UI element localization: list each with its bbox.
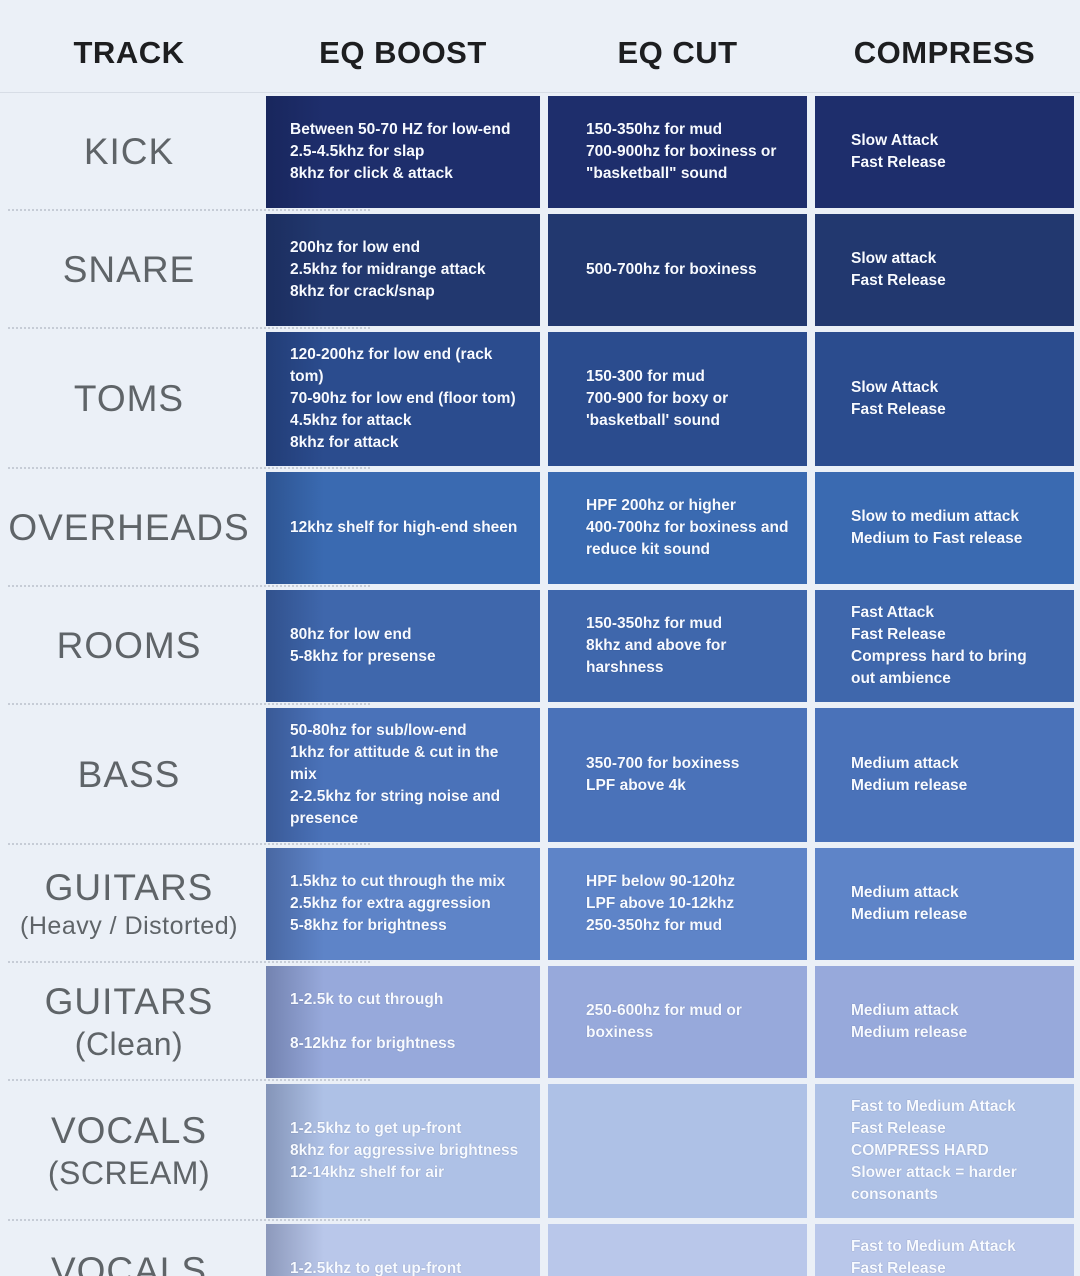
- eq-cut-cell: 150-350hz for mud 700-900hz for boxiness…: [548, 96, 807, 208]
- column-header-compress: COMPRESS: [853, 35, 1036, 70]
- track-cell: OVERHEADS: [0, 467, 370, 584]
- track-label: SNARE: [62, 249, 196, 290]
- table-row: VOCALS (SCREAM) 1-2.5khz to get up-front…: [0, 1079, 1080, 1218]
- eq-boost-cell: 1-2.5khz to get up-front 8khz for aggres…: [266, 1224, 540, 1276]
- eq-cut-cell: HPF below 90-120hz LPF above 10-12khz 25…: [548, 848, 807, 960]
- eq-boost-cell: 120-200hz for low end (rack tom) 70-90hz…: [266, 332, 540, 466]
- eq-boost-cell: 50-80hz for sub/low-end 1khz for attitud…: [266, 708, 540, 842]
- compress-cell: Medium attack Medium release: [815, 966, 1074, 1078]
- track-label: GUITARS: [44, 867, 214, 908]
- compress-cell: Slow Attack Fast Release: [815, 96, 1074, 208]
- eq-boost-cell: 1-2.5k to cut through 8-12khz for bright…: [266, 966, 540, 1078]
- eq-cut-cell: HPF 200hz or higher 400-700hz for boxine…: [548, 472, 807, 584]
- table-row: KICK Between 50-70 HZ for low-end 2.5-4.…: [0, 96, 1080, 208]
- table-row: GUITARS (Clean) 1-2.5k to cut through 8-…: [0, 961, 1080, 1078]
- track-label: GUITARS: [44, 981, 214, 1022]
- track-cell: BASS: [0, 703, 370, 842]
- table-row: GUITARS (Heavy / Distorted) 1.5khz to cu…: [0, 843, 1080, 960]
- track-label: ROOMS: [56, 625, 202, 666]
- track-cell: VOCALS (SCREAM): [0, 1079, 370, 1218]
- track-cell: VOCALS (SING): [0, 1219, 370, 1276]
- track-cell: TOMS: [0, 327, 370, 466]
- eq-cut-cell: 250-600hz for mud or boxiness: [548, 966, 807, 1078]
- track-cell: ROOMS: [0, 585, 370, 702]
- compress-cell: Slow Attack Fast Release: [815, 332, 1074, 466]
- eq-cut-cell: 150-300 for mud 700-900 for boxy or 'bas…: [548, 332, 807, 466]
- table-header: TRACK EQ BOOST EQ CUT COMPRESS: [0, 0, 1080, 93]
- eq-boost-cell: 1.5khz to cut through the mix 2.5khz for…: [266, 848, 540, 960]
- eq-boost-cell: 200hz for low end 2.5khz for midrange at…: [266, 214, 540, 326]
- compress-cell: Medium attack Medium release: [815, 848, 1074, 960]
- table-row: VOCALS (SING) 1-2.5khz to get up-front 8…: [0, 1219, 1080, 1276]
- eq-cut-cell: 350-700 for boxiness LPF above 4k: [548, 708, 807, 842]
- table-body: KICK Between 50-70 HZ for low-end 2.5-4.…: [0, 93, 1080, 1276]
- table-row: ROOMS 80hz for low end 5-8khz for presen…: [0, 585, 1080, 702]
- eq-boost-cell: 12khz shelf for high-end sheen: [266, 472, 540, 584]
- eq-cut-cell: 150-350hz for mud 8khz and above for har…: [548, 590, 807, 702]
- compress-cell: Fast Attack Fast Release Compress hard t…: [815, 590, 1074, 702]
- column-header-eq-cut: EQ CUT: [617, 35, 738, 70]
- track-sublabel: (Heavy / Distorted): [20, 912, 238, 940]
- track-cell: GUITARS (Heavy / Distorted): [0, 843, 370, 960]
- track-sublabel: (Clean): [74, 1026, 184, 1062]
- eq-boost-cell: 1-2.5khz to get up-front 8khz for aggres…: [266, 1084, 540, 1218]
- track-sublabel: (SCREAM): [47, 1155, 211, 1191]
- compress-cell: Slow to medium attack Medium to Fast rel…: [815, 472, 1074, 584]
- track-cell: GUITARS (Clean): [0, 961, 370, 1078]
- eq-cut-cell: [548, 1224, 807, 1276]
- table-row: TOMS 120-200hz for low end (rack tom) 70…: [0, 327, 1080, 466]
- eq-boost-cell: Between 50-70 HZ for low-end 2.5-4.5khz …: [266, 96, 540, 208]
- compress-cell: Fast to Medium Attack Fast Release COMPR…: [815, 1084, 1074, 1218]
- track-label: TOMS: [73, 378, 185, 419]
- track-cell: KICK: [0, 96, 258, 208]
- compress-cell: Medium attack Medium release: [815, 708, 1074, 842]
- track-cell: SNARE: [0, 209, 370, 326]
- table-row: OVERHEADS 12khz shelf for high-end sheen…: [0, 467, 1080, 584]
- eq-boost-cell: 80hz for low end 5-8khz for presense: [266, 590, 540, 702]
- column-header-eq-boost: EQ BOOST: [319, 35, 487, 70]
- track-label: OVERHEADS: [8, 507, 250, 548]
- track-label: VOCALS: [50, 1110, 208, 1151]
- track-label: VOCALS: [50, 1250, 208, 1276]
- column-header-track: TRACK: [73, 35, 185, 70]
- compress-cell: Slow attack Fast Release: [815, 214, 1074, 326]
- eq-cut-cell: 500-700hz for boxiness: [548, 214, 807, 326]
- eq-cut-cell: [548, 1084, 807, 1218]
- compress-cell: Fast to Medium Attack Fast Release COMPR…: [815, 1224, 1074, 1276]
- table-row: BASS 50-80hz for sub/low-end 1khz for at…: [0, 703, 1080, 842]
- track-label: KICK: [83, 131, 175, 172]
- table-row: SNARE 200hz for low end 2.5khz for midra…: [0, 209, 1080, 326]
- track-label: BASS: [77, 754, 181, 795]
